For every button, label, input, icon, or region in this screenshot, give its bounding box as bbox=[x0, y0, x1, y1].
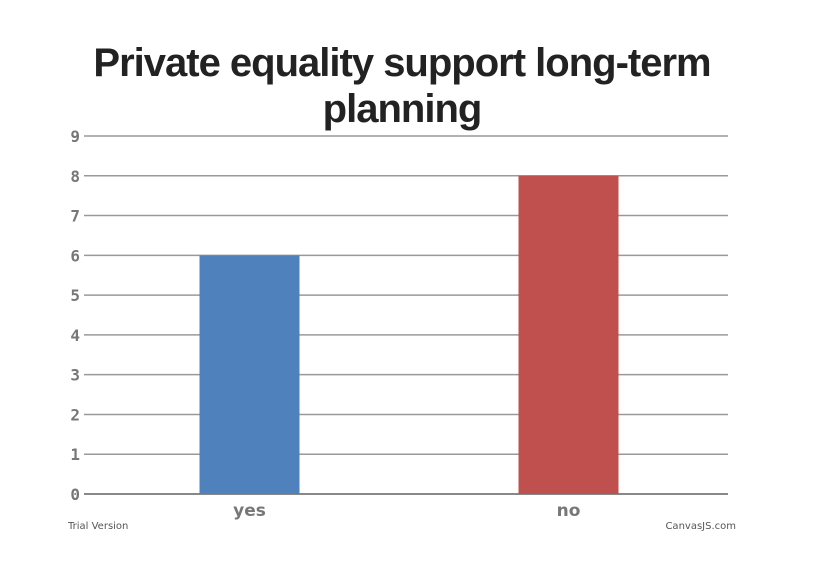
chart-title-line-2: planning bbox=[323, 87, 482, 131]
y-tick-label-0: 0 bbox=[70, 485, 80, 504]
y-tick-label-4: 4 bbox=[70, 326, 80, 345]
y-tick-label-8: 8 bbox=[70, 167, 80, 186]
y-tick-label-3: 3 bbox=[70, 366, 80, 385]
y-tick-label-5: 5 bbox=[70, 286, 80, 305]
bar-yes[interactable] bbox=[199, 255, 300, 494]
y-tick-label-9: 9 bbox=[70, 127, 80, 146]
canvasjs-credit-link[interactable]: CanvasJS.com bbox=[665, 521, 736, 532]
chart-title-line-1: Private equality support long-term bbox=[93, 41, 710, 85]
y-tick-label-2: 2 bbox=[70, 405, 80, 424]
x-category-label-no: no bbox=[557, 501, 581, 521]
y-axis-tick-labels: 0 1 2 3 4 5 6 7 8 9 bbox=[70, 127, 80, 504]
y-tick-label-1: 1 bbox=[70, 445, 80, 464]
x-axis-category-labels: yes no bbox=[233, 501, 580, 521]
bar-no[interactable] bbox=[518, 175, 619, 494]
trial-version-label: Trial Version bbox=[67, 521, 128, 532]
bars bbox=[199, 175, 619, 494]
x-category-label-yes: yes bbox=[233, 501, 266, 521]
y-tick-label-7: 7 bbox=[70, 207, 80, 226]
y-tick-label-6: 6 bbox=[70, 246, 80, 265]
grid-lines bbox=[84, 135, 728, 495]
